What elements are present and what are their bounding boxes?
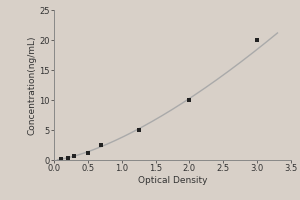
- X-axis label: Optical Density: Optical Density: [138, 176, 207, 185]
- Point: [136, 128, 141, 132]
- Point: [65, 157, 70, 160]
- Point: [255, 38, 260, 42]
- Point: [58, 157, 63, 161]
- Point: [187, 98, 192, 102]
- Point: [72, 155, 77, 158]
- Y-axis label: Concentration(ng/mL): Concentration(ng/mL): [28, 35, 37, 135]
- Point: [99, 143, 104, 147]
- Point: [85, 151, 90, 154]
